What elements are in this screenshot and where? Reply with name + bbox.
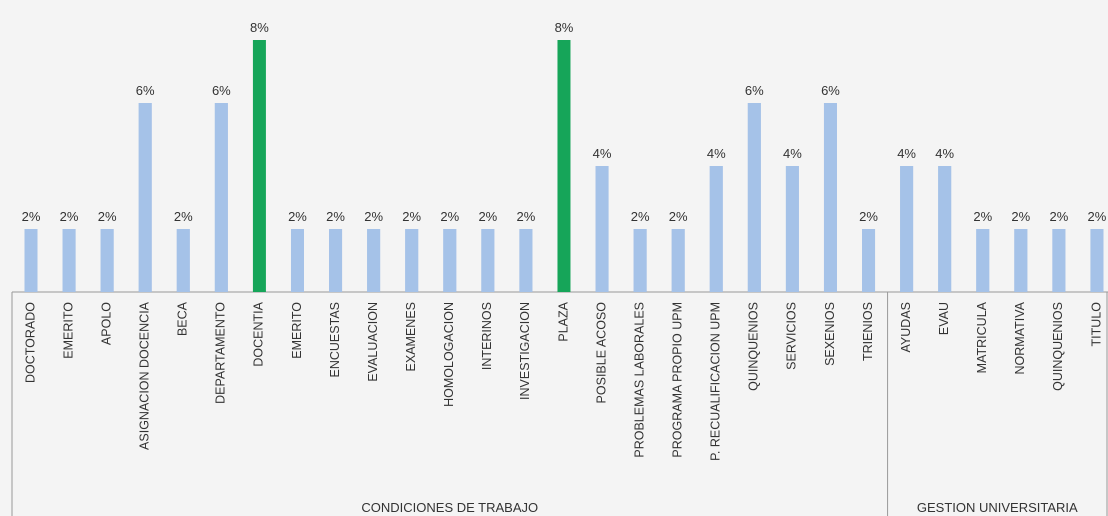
category-label: SERVICIOS [785, 302, 799, 370]
value-label: 2% [1011, 209, 1030, 224]
value-label: 6% [821, 83, 840, 98]
category-label: POSIBLE ACOSO [594, 302, 608, 404]
category-label: P. RECUALIFICACION UPM [709, 302, 723, 461]
category-label: DOCENTIA [252, 301, 266, 366]
value-label: 2% [631, 209, 650, 224]
category-label: PLAZA [556, 301, 570, 341]
category-label: PROBLEMAS LABORALES [632, 302, 646, 458]
bar [63, 229, 76, 292]
bar [25, 229, 38, 292]
value-label: 2% [859, 209, 878, 224]
value-label: 2% [517, 209, 536, 224]
bar [672, 229, 685, 292]
bar [748, 103, 761, 292]
bar [976, 229, 989, 292]
value-label: 2% [973, 209, 992, 224]
category-label: APOLO [99, 302, 113, 345]
value-label: 2% [440, 209, 459, 224]
bar [177, 229, 190, 292]
category-label: EVAU [937, 302, 951, 335]
category-label: EXAMENES [404, 302, 418, 371]
value-label: 4% [897, 146, 916, 161]
value-label: 8% [555, 20, 574, 35]
category-label: PROGRAMA PROPIO UPM [670, 302, 684, 458]
bar [938, 166, 951, 292]
category-label: SEXENIOS [823, 302, 837, 366]
value-label: 2% [174, 209, 193, 224]
category-label: TRIENIOS [861, 302, 875, 361]
value-label: 2% [364, 209, 383, 224]
category-label: EVALUACION [366, 302, 380, 382]
category-label: EMERITO [61, 302, 75, 359]
bar [557, 40, 570, 292]
bar [253, 40, 266, 292]
chart: 2% DOCTORADO 2% EMERITO 2% APOLO 6% ASIGNACION … [0, 0, 1108, 516]
bar [824, 103, 837, 292]
value-label: 2% [402, 209, 421, 224]
bar [786, 166, 799, 292]
bar [101, 229, 114, 292]
bar [481, 229, 494, 292]
value-label: 4% [783, 146, 802, 161]
value-label: 2% [1049, 209, 1068, 224]
value-label: 2% [288, 209, 307, 224]
bar [291, 229, 304, 292]
category-label: ENCUESTAS [328, 302, 342, 377]
group-label: CONDICIONES DE TRABAJO [361, 500, 538, 515]
value-label: 2% [1088, 209, 1107, 224]
category-label: QUINQUENIOS [747, 302, 761, 391]
value-label: 2% [669, 209, 688, 224]
category-label: INVESTIGACION [518, 302, 532, 400]
value-label: 4% [935, 146, 954, 161]
bar [519, 229, 532, 292]
value-label: 8% [250, 20, 269, 35]
category-label: MATRICULA [975, 301, 989, 373]
value-label: 2% [326, 209, 345, 224]
value-label: 4% [593, 146, 612, 161]
category-label: DEPARTAMENTO [214, 302, 228, 404]
bar [596, 166, 609, 292]
bar [367, 229, 380, 292]
bar [215, 103, 228, 292]
group-label: GESTION UNIVERSITARIA [917, 500, 1078, 515]
category-label: EMERITO [290, 302, 304, 359]
value-label: 2% [98, 209, 117, 224]
bar [862, 229, 875, 292]
bar [900, 166, 913, 292]
category-label: QUINQUENIOS [1051, 302, 1065, 391]
bar [1014, 229, 1027, 292]
category-label: DOCTORADO [23, 302, 37, 383]
bar [443, 229, 456, 292]
value-label: 6% [136, 83, 155, 98]
value-label: 2% [60, 209, 79, 224]
bar [634, 229, 647, 292]
category-label: BECA [176, 301, 190, 336]
bar [1090, 229, 1103, 292]
value-label: 4% [707, 146, 726, 161]
value-label: 6% [745, 83, 764, 98]
category-label: ASIGNACION DOCENCIA [138, 301, 152, 450]
value-label: 2% [478, 209, 497, 224]
bar [329, 229, 342, 292]
bar [405, 229, 418, 292]
category-label: INTERINOS [480, 302, 494, 370]
value-label: 6% [212, 83, 231, 98]
bar [710, 166, 723, 292]
bar [139, 103, 152, 292]
bar [1052, 229, 1065, 292]
category-label: AYUDAS [899, 302, 913, 352]
value-label: 2% [22, 209, 41, 224]
category-label: TITULO [1089, 302, 1103, 347]
category-label: NORMATIVA [1013, 301, 1027, 374]
category-label: HOMOLOGACION [442, 302, 456, 407]
